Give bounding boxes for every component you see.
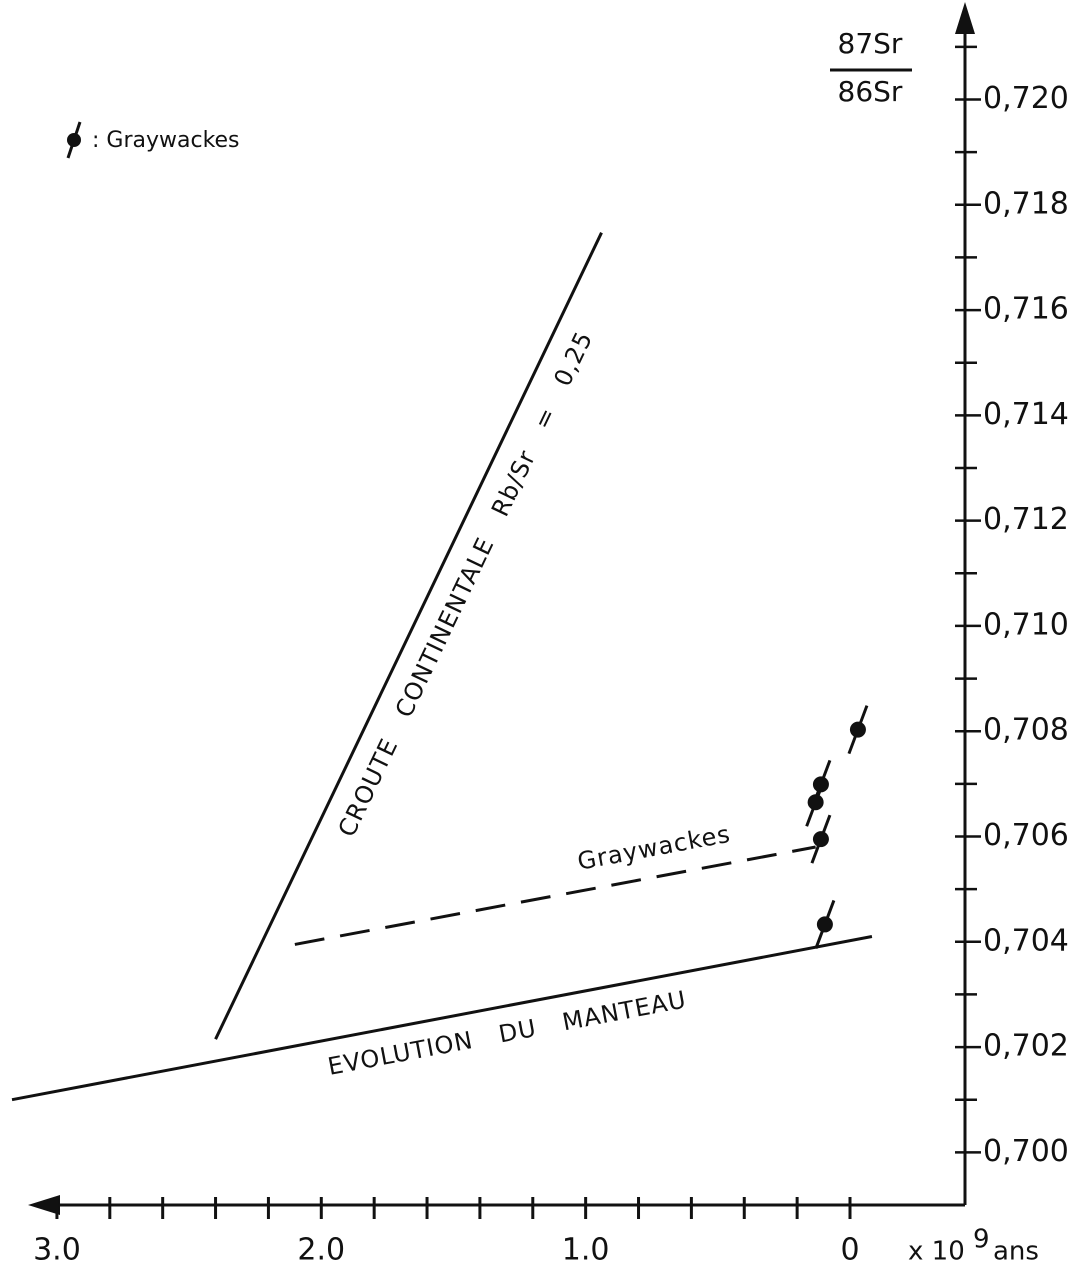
series-line	[214, 232, 603, 1040]
y-tick-label: 0,702	[983, 1029, 1069, 1064]
data-point	[849, 721, 866, 738]
y-tick-label: 0,716	[983, 292, 1069, 327]
y-tick-label: 0,712	[983, 502, 1069, 537]
y-tick-label: 0,700	[983, 1134, 1069, 1169]
y-tick-label: 0,704	[983, 923, 1069, 958]
y-tick-label: 0,718	[983, 186, 1069, 221]
legend-label: : Graywackes	[92, 128, 240, 153]
data-point	[807, 794, 824, 811]
y-tick-label: 0,710	[983, 607, 1069, 642]
x-label-unit: ans	[993, 1237, 1039, 1267]
data-point	[812, 831, 829, 848]
y-tick-label: 0,714	[983, 397, 1069, 432]
x-label-exponent: 9	[973, 1225, 990, 1255]
y-axis-arrow	[955, 2, 975, 34]
y-label-denominator: 86Sr	[838, 75, 903, 108]
x-label: x 10	[908, 1237, 965, 1267]
series-line	[11, 935, 873, 1102]
data-point	[816, 916, 833, 933]
y-tick-label: 0,720	[983, 81, 1069, 116]
y-tick-label: 0,708	[983, 713, 1069, 748]
y-label-numerator: 87Sr	[838, 27, 903, 60]
series-line	[294, 845, 816, 946]
x-tick-label: 3.0	[33, 1233, 81, 1268]
x-tick-label: 2.0	[297, 1233, 345, 1268]
x-tick-label: 0	[840, 1233, 859, 1268]
y-tick-label: 0,706	[983, 818, 1069, 853]
x-axis-arrow	[28, 1195, 60, 1215]
legend-symbol	[66, 121, 82, 159]
x-tick-label: 1.0	[562, 1233, 610, 1268]
